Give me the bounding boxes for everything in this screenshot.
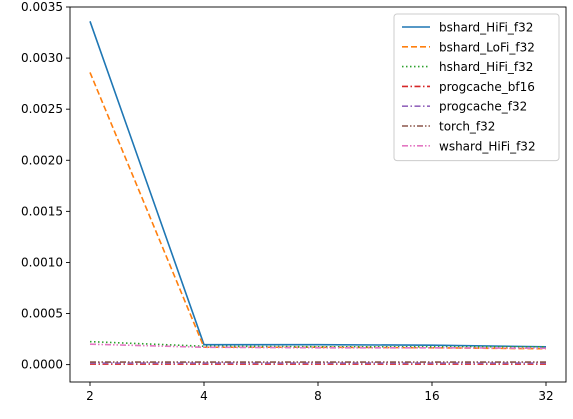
x-tick-label: 2: [86, 389, 94, 403]
legend-label: bshard_LoFi_f32: [439, 40, 535, 54]
y-tick-label: 0.0005: [21, 307, 63, 321]
y-tick-label: 0.0020: [21, 153, 63, 167]
y-tick-label: 0.0015: [21, 204, 63, 218]
y-tick-label: 0.0025: [21, 102, 63, 116]
y-tick-label: 0.0010: [21, 255, 63, 269]
legend-label: wshard_HiFi_f32: [439, 139, 536, 153]
series-line-bshard_HiFi_f32: [89, 21, 547, 348]
x-tick-label: 32: [538, 389, 553, 403]
x-tick-label: 16: [424, 389, 439, 403]
plot-area: [89, 21, 547, 365]
legend-box: [393, 13, 560, 162]
axes: 2 4 8 16 32 0.0000 0.0005 0.0010 0.0015 0.0020 0.0…: [21, 0, 567, 403]
legend-label: hshard_HiFi_f32: [439, 60, 533, 74]
y-tick-label: 0.0000: [21, 358, 63, 372]
legend-label: progcache_f32: [439, 100, 527, 114]
x-tick-label: 8: [314, 389, 322, 403]
y-tick-label: 0.0035: [21, 0, 63, 14]
series-line-hshard_HiFi_f32: [89, 340, 546, 348]
series-line-wshard_HiFi_f32: [89, 343, 547, 350]
legend-label: progcache_bf16: [439, 80, 535, 94]
legend-label: bshard_HiFi_f32: [439, 21, 533, 35]
legend: bshard_HiFi_f32 bshard_LoFi_f32 hshard_HiF…: [393, 13, 560, 162]
x-tick-label: 4: [200, 389, 208, 403]
y-tick-label: 0.0030: [21, 51, 63, 65]
legend-label: torch_f32: [439, 120, 495, 134]
